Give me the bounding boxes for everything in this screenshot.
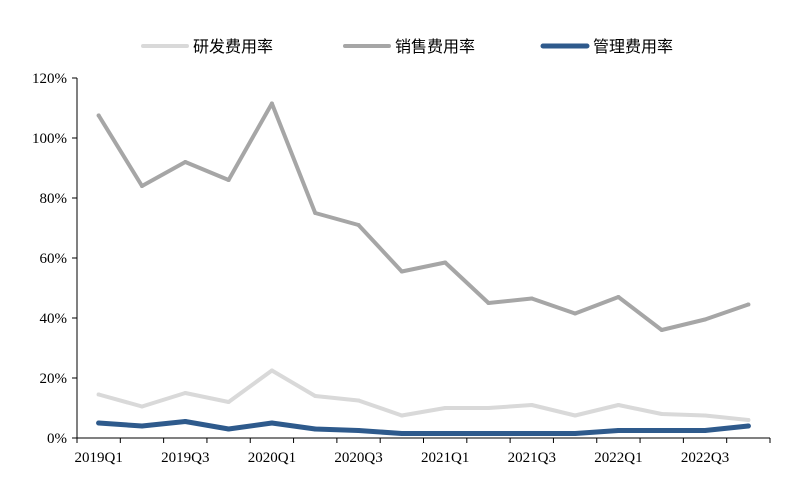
y-tick-label: 20% (40, 371, 68, 387)
data-point (615, 428, 621, 433)
data-point (269, 101, 274, 106)
data-point (703, 317, 708, 322)
data-point (486, 301, 491, 305)
data-point (313, 394, 318, 398)
series-line-2 (96, 101, 751, 332)
data-point (573, 311, 578, 316)
x-tick-label: 2019Q3 (161, 450, 209, 466)
data-point (269, 420, 275, 426)
data-point (529, 431, 535, 436)
x-tick-label: 2019Q1 (74, 450, 122, 466)
y-tick-label: 40% (40, 311, 68, 327)
data-point (312, 426, 318, 432)
data-point (226, 400, 231, 404)
data-point (702, 428, 708, 433)
data-point (183, 391, 188, 395)
x-tick-label: 2020Q3 (334, 450, 382, 466)
data-point (96, 392, 101, 397)
data-point (399, 413, 404, 418)
x-tick-label: 2020Q1 (248, 450, 296, 466)
data-point (746, 302, 751, 307)
series-layer (96, 101, 751, 436)
data-point (529, 403, 534, 407)
data-point (529, 296, 534, 301)
data-point (226, 426, 232, 432)
x-axis: 2019Q1 2019Q3 2020Q1 2020Q3 2021Q1 2021Q3 2022… (74, 437, 771, 466)
data-point (616, 403, 621, 407)
data-point (746, 418, 751, 422)
data-point (443, 406, 448, 410)
data-point (573, 413, 578, 418)
data-point (659, 412, 664, 416)
data-point (269, 368, 274, 373)
legend-label-1: 研发费用率 (193, 37, 273, 56)
data-point (182, 419, 188, 424)
data-point (703, 413, 708, 418)
data-point (139, 404, 144, 409)
data-point (442, 431, 448, 436)
data-point (745, 423, 751, 429)
legend-label-2: 销售费用率 (395, 37, 475, 56)
data-point (356, 223, 361, 227)
data-point (356, 398, 361, 403)
data-point (139, 184, 144, 188)
legend-label-3: 管理费用率 (593, 37, 673, 56)
data-point (96, 113, 101, 118)
data-point (399, 269, 404, 274)
y-tick-label: 100% (32, 131, 67, 147)
series-line-1 (96, 368, 751, 422)
data-point (313, 211, 318, 215)
data-point (616, 295, 621, 299)
data-point (443, 260, 448, 265)
legend: 研发费用率 销售费用率 管理费用率 (141, 37, 673, 56)
data-point (486, 406, 491, 410)
series-line-3 (96, 419, 751, 436)
data-point (226, 178, 231, 182)
data-point (572, 431, 578, 436)
x-tick-label: 2021Q1 (421, 450, 469, 466)
data-point (96, 420, 102, 426)
x-tick-label: 2022Q3 (681, 450, 729, 466)
x-tick-label: 2021Q3 (508, 450, 556, 466)
x-tick-label: 2022Q1 (594, 450, 642, 466)
data-point (399, 431, 405, 436)
data-point (183, 160, 188, 164)
y-tick-label: 0% (47, 431, 67, 447)
data-point (485, 431, 491, 436)
y-axis: 0% 20% 40% 60% 80% 100% 120% (32, 71, 78, 447)
data-point (659, 328, 664, 332)
data-point (356, 428, 362, 433)
data-point (659, 428, 665, 433)
y-tick-label: 80% (40, 191, 68, 207)
y-tick-label: 60% (40, 251, 68, 267)
data-point (139, 423, 145, 429)
y-tick-label: 120% (32, 71, 67, 87)
